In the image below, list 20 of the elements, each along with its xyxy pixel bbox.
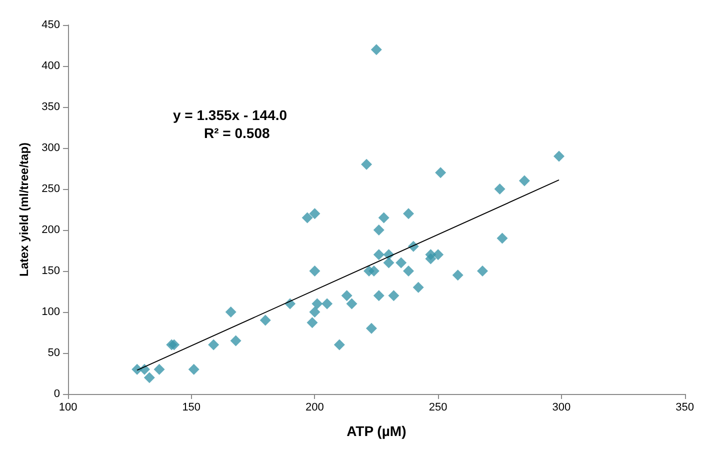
y-tick-label: 50 — [48, 347, 60, 359]
annotation: R² = 0.508 — [204, 125, 270, 141]
x-tick-label: 250 — [428, 402, 448, 414]
x-tick-label: 150 — [182, 402, 201, 414]
y-tick-label: 100 — [42, 306, 60, 318]
x-tick-label: 100 — [58, 402, 78, 414]
y-tick-label: 400 — [42, 60, 60, 72]
y-tick-label: 150 — [42, 265, 60, 277]
y-tick-label: 300 — [42, 142, 60, 154]
y-tick-label: 350 — [42, 101, 60, 113]
y-tick-label: 250 — [42, 183, 60, 195]
x-tick-label: 300 — [552, 402, 571, 414]
x-axis-title: ATP (µM) — [346, 423, 406, 439]
y-axis-title: Latex yield (ml/tree/tap) — [17, 142, 31, 277]
y-tick-label: 0 — [54, 388, 60, 400]
x-tick-label: 350 — [676, 402, 694, 414]
x-tick-label: 200 — [306, 402, 324, 414]
y-tick-label: 200 — [42, 224, 60, 236]
annotation: y = 1.355x - 144.0 — [173, 107, 288, 123]
y-tick-label: 450 — [42, 19, 60, 31]
